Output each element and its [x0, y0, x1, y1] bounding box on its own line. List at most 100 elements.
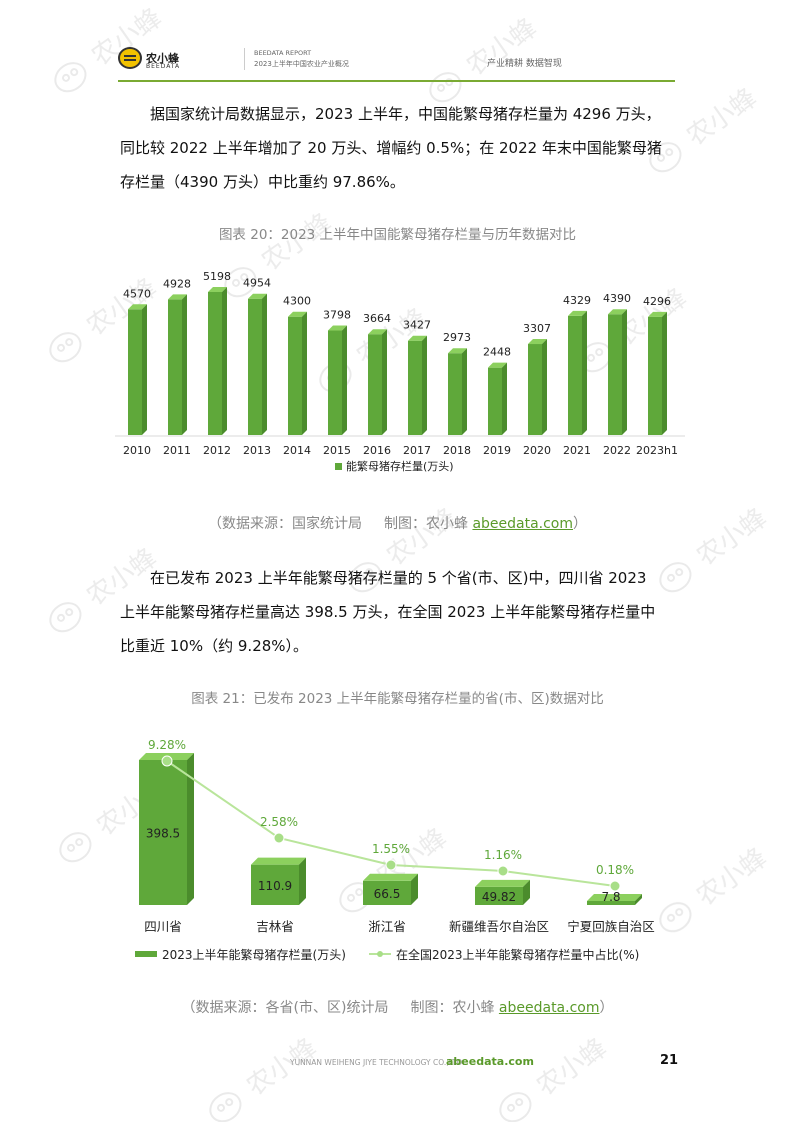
watermark-mark [649, 142, 682, 173]
bar [488, 367, 502, 435]
report-subtitle: 2023上半年中国农业产业概况 [254, 60, 349, 68]
data-label: 5198 [203, 270, 231, 283]
percent-point [273, 832, 285, 844]
legend-label-line: 在全国2023上半年能繁母猪存栏量中占比(%) [396, 947, 639, 962]
watermark-mark [49, 332, 82, 363]
data-label: 4928 [163, 277, 191, 290]
bar [587, 901, 635, 905]
bar [168, 299, 182, 435]
percent-point [161, 755, 173, 767]
bar [139, 760, 187, 905]
page-number: 21 [660, 1053, 679, 1068]
bar-top [248, 293, 267, 299]
bar-side [502, 362, 507, 435]
bar-side [582, 310, 587, 435]
legend-label: 能繁母猪存栏量(万头) [346, 459, 454, 473]
chart-sow-inventory-yearly: 4570 2010 4928 2011 5198 2012 4954 2013 4300 2014… [115, 270, 685, 473]
data-label: 66.5 [374, 887, 401, 901]
bar [363, 880, 411, 905]
bar-side [262, 293, 267, 435]
x-tick-label: 四川省 [144, 919, 182, 934]
bar-top [208, 287, 227, 292]
x-tick-label: 2015 [323, 444, 351, 457]
data-label: 49.82 [482, 890, 516, 904]
x-tick-label: 2017 [403, 444, 431, 457]
report-name: BEEDATA REPORT [254, 49, 312, 57]
legend-swatch-point [377, 951, 383, 957]
watermark-text: 农小蜂 [681, 83, 762, 152]
bar-side [422, 335, 427, 435]
bar [251, 864, 299, 905]
paragraph-2: 在已发布 2023 上半年能繁母猪存栏量的 5 个省(市、区)中，四川省 202… [120, 561, 665, 663]
bar-top [288, 311, 307, 317]
x-tick-label: 2022 [603, 444, 631, 457]
bar-top [587, 894, 642, 901]
watermark-text: 农小蜂 [241, 1033, 322, 1102]
figure-21-source: （数据来源：各省(市、区)统计局 制图：农小蜂 abeedata.com） [181, 1000, 614, 1016]
source-link[interactable]: abeedata.com [472, 516, 574, 532]
x-tick-label: 2012 [203, 444, 231, 457]
data-label: 110.9 [258, 879, 292, 893]
watermark-mark [209, 1092, 242, 1122]
bar-top [408, 335, 427, 341]
x-tick-label: 2020 [523, 444, 551, 457]
percent-label: 1.16% [484, 848, 522, 862]
percent-point [609, 880, 621, 892]
chart-province-sow-inventory: 398.5 四川省 110.9 吉林省 66.5 浙江省 49.82 新疆维吾尔自治区 7.8 宁… [135, 738, 655, 962]
bar-side [299, 857, 306, 905]
bar [328, 330, 342, 435]
bar-top [448, 348, 467, 354]
bar [568, 315, 582, 435]
footer-company: YUNNAN WEIHENG JIYE TECHNOLOGY CO.,LTD. [290, 1058, 465, 1067]
bar-side [187, 753, 194, 905]
percent-label: 9.28% [148, 738, 186, 752]
bar-top [648, 311, 667, 317]
x-tick-label: 2019 [483, 444, 511, 457]
x-tick-label: 2011 [163, 444, 191, 457]
watermark-mark [49, 602, 82, 633]
bar-top [328, 325, 347, 331]
watermark-mark [224, 267, 257, 298]
bar-top [128, 304, 147, 310]
data-label: 3427 [403, 319, 431, 332]
bar-side [382, 329, 387, 435]
percent-label: 1.55% [372, 842, 410, 856]
watermark-mark [659, 902, 692, 933]
bar [648, 316, 662, 435]
bar-side [411, 873, 418, 905]
bar-top [251, 857, 306, 865]
source-link[interactable]: abeedata.com [498, 1000, 600, 1016]
watermark-mark [349, 562, 382, 593]
x-tick-label: 2021 [563, 444, 591, 457]
watermark-mark [659, 562, 692, 593]
bar [408, 340, 422, 435]
figure-20-source: （数据来源：国家统计局 制图：农小蜂 abeedata.com） [207, 516, 588, 532]
bar-top [368, 329, 387, 335]
figure-20-caption: 图表 20：2023 上半年中国能繁母猪存栏量与历年数据对比 [218, 227, 577, 243]
bar [248, 298, 262, 435]
watermark-text: 农小蜂 [461, 13, 542, 82]
bar-side [635, 894, 642, 905]
x-tick-label: 2013 [243, 444, 271, 457]
percent-point [497, 865, 509, 877]
bee-logo-icon [118, 47, 142, 69]
data-label: 2448 [483, 346, 511, 359]
x-tick-label: 宁夏回族自治区 [567, 919, 655, 934]
data-label: 4570 [123, 287, 151, 300]
legend-label-bar: 2023上半年能繁母猪存栏量(万头) [162, 947, 346, 962]
footer-link[interactable]: abeedata.com [446, 1055, 534, 1068]
bar [475, 886, 523, 905]
bar-top [488, 362, 507, 368]
bar [368, 334, 382, 435]
legend-swatch-bar [135, 951, 157, 957]
bar-side [523, 879, 530, 905]
watermark-mark [59, 832, 92, 863]
paragraph-1: 据国家统计局数据显示，2023 上半年，中国能繁母猪存栏量为 4296 万头，同… [120, 97, 665, 199]
data-label: 4390 [603, 292, 631, 305]
bar-side [222, 287, 227, 435]
x-tick-label: 新疆维吾尔自治区 [449, 919, 549, 934]
bar-top [168, 294, 187, 300]
logo-text: 农小蜂 [146, 52, 179, 65]
x-tick-label: 2014 [283, 444, 311, 457]
watermark-mark [54, 62, 87, 93]
